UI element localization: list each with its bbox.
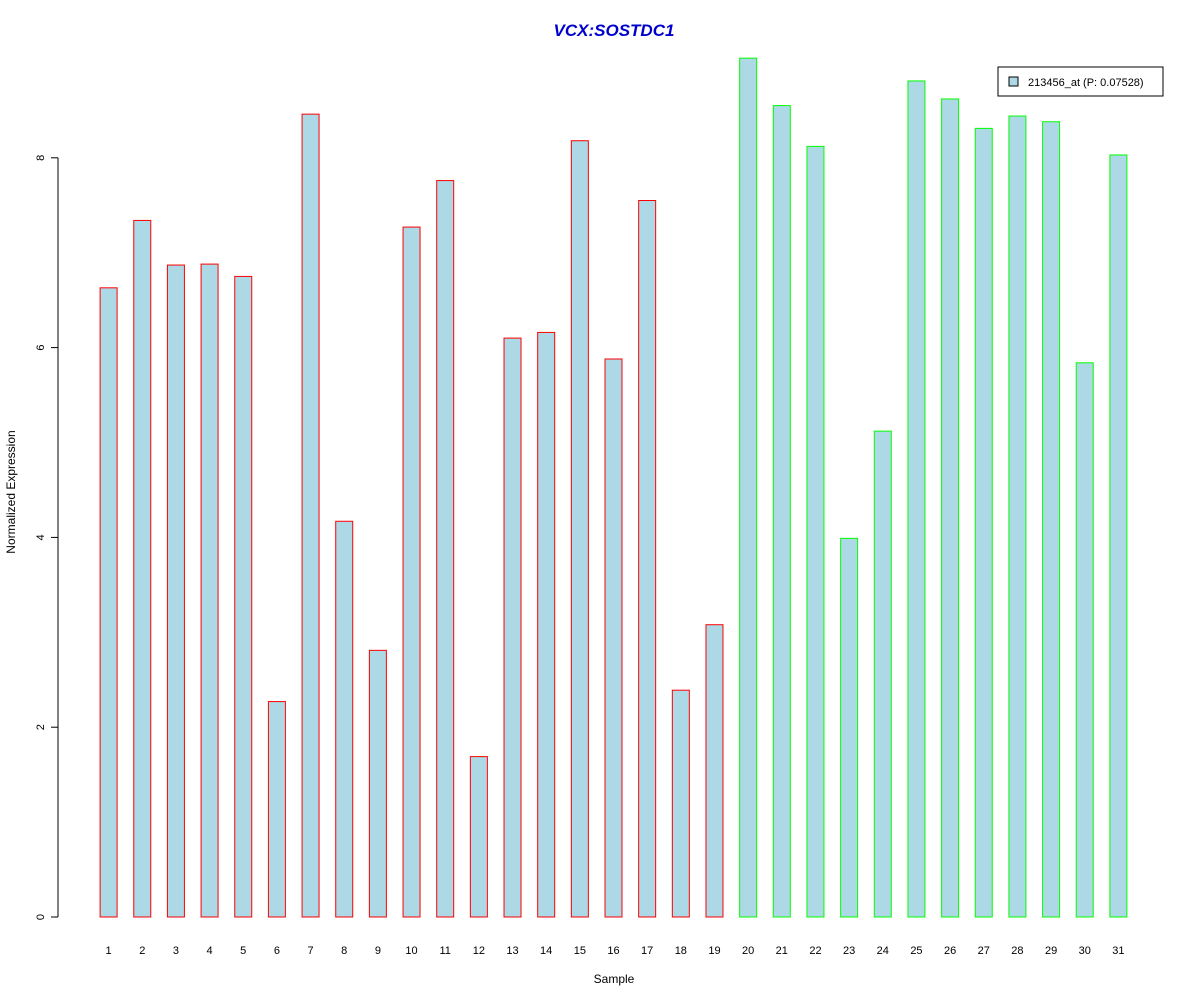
- bar: [604, 358, 623, 918]
- bar: [1075, 362, 1094, 918]
- bars: [99, 57, 1128, 918]
- x-tick-labels: 1 2 3 4 5 6 7 8 9 10 11 12 13 14 15 16 17 18 19 20 21 22 23 24 2…: [106, 945, 1125, 957]
- bar: [806, 145, 825, 918]
- legend-swatch: [1008, 76, 1019, 87]
- legend-label: 213456_at (P: 0.07528): [1028, 77, 1144, 89]
- x-tick-label: 31: [1112, 945, 1124, 957]
- bar: [941, 98, 960, 918]
- x-tick-label: 6: [274, 945, 280, 957]
- bar: [166, 264, 185, 918]
- bar: [739, 57, 758, 918]
- y-tick-label: 6: [35, 345, 47, 351]
- bar: [974, 127, 993, 918]
- x-tick-label: 9: [375, 945, 381, 957]
- x-tick-label: 20: [742, 945, 754, 957]
- bar: [1109, 154, 1128, 918]
- x-tick-label: 5: [240, 945, 246, 957]
- bar: [200, 263, 219, 918]
- bar: [436, 180, 455, 918]
- x-tick-label: 28: [1011, 945, 1023, 957]
- x-tick-label: 14: [540, 945, 552, 957]
- bar: [469, 756, 488, 918]
- y-tick-label: 2: [35, 724, 47, 730]
- legend-box: [997, 66, 1164, 97]
- x-tick-label: 26: [944, 945, 956, 957]
- bar: [267, 701, 286, 918]
- bar: [638, 200, 657, 918]
- bar: [301, 113, 320, 918]
- bar: [671, 689, 690, 918]
- bar: [873, 430, 892, 918]
- bar: [335, 520, 354, 918]
- x-tick-label: 16: [607, 945, 619, 957]
- bar: [402, 226, 421, 918]
- x-tick-label: 1: [106, 945, 112, 957]
- y-tick-label: 0: [35, 914, 47, 920]
- bar: [234, 275, 253, 918]
- bar: [772, 105, 791, 918]
- x-tick-label: 18: [675, 945, 687, 957]
- legend: 213456_at (P: 0.07528): [997, 66, 1164, 97]
- x-tick-label: 21: [776, 945, 788, 957]
- y-tick-label: 4: [35, 534, 47, 540]
- x-tick-label: 29: [1045, 945, 1057, 957]
- x-tick-label: 19: [708, 945, 720, 957]
- x-tick-label: 15: [574, 945, 586, 957]
- x-tick-label: 30: [1079, 945, 1091, 957]
- bar: [537, 331, 556, 918]
- y-axis-label: Normalized Expression: [4, 430, 18, 553]
- x-tick-label: 8: [341, 945, 347, 957]
- bar: [99, 287, 118, 918]
- bar: [368, 649, 387, 918]
- x-tick-label: 4: [207, 945, 213, 957]
- x-tick-label: 24: [877, 945, 889, 957]
- bar: [1042, 121, 1061, 918]
- x-tick-label: 12: [473, 945, 485, 957]
- bar: [840, 537, 859, 918]
- bar: [1008, 115, 1027, 918]
- y-tick-label: 8: [35, 155, 47, 161]
- y-axis: 0 2 4 6 8: [35, 155, 59, 920]
- bar: [503, 337, 522, 918]
- x-tick-label: 11: [439, 945, 450, 957]
- chart-title: VCX:SOSTDC1: [554, 21, 675, 40]
- bar: [133, 219, 152, 918]
- x-tick-label: 13: [506, 945, 518, 957]
- x-tick-label: 27: [978, 945, 990, 957]
- x-tick-label: 3: [173, 945, 179, 957]
- x-axis-label: Sample: [594, 972, 635, 986]
- x-tick-label: 7: [307, 945, 313, 957]
- bar: [705, 624, 724, 918]
- x-tick-label: 17: [641, 945, 653, 957]
- bar: [907, 80, 926, 918]
- x-tick-label: 22: [809, 945, 821, 957]
- x-tick-label: 10: [405, 945, 417, 957]
- bar: [570, 140, 589, 918]
- x-tick-label: 25: [910, 945, 922, 957]
- x-tick-label: 2: [139, 945, 145, 957]
- x-tick-label: 23: [843, 945, 855, 957]
